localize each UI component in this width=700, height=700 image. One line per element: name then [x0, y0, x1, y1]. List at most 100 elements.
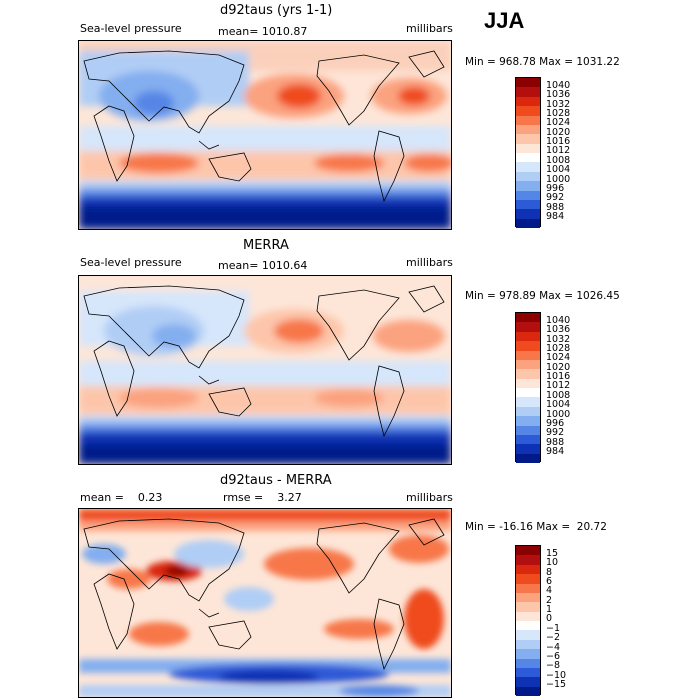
colorbar-swatch — [516, 667, 540, 678]
colorbar-tick-label: −6 — [546, 651, 561, 662]
colorbar-tick-label: 1012 — [546, 145, 571, 156]
colorbar-swatch — [516, 331, 540, 342]
colorbar-tick-label: 1028 — [546, 343, 571, 354]
colorbar-tick-label: 4 — [546, 585, 553, 596]
panel-3-minmax: Min = -16.16 Max = 20.72 — [465, 521, 607, 533]
colorbar-swatch — [516, 341, 540, 351]
colorbar-swatch — [516, 369, 540, 379]
panel-2-colorbar — [515, 312, 541, 463]
colorbar-swatch — [516, 677, 540, 687]
colorbar-swatch — [516, 592, 540, 603]
panel-3-map — [78, 508, 452, 698]
colorbar-swatch — [516, 434, 540, 445]
colorbar-tick-label: 1020 — [546, 127, 571, 138]
colorbar-swatch — [516, 546, 540, 556]
colorbar-swatch — [516, 115, 540, 125]
colorbar-swatch — [516, 106, 540, 116]
panel-3-units-label: millibars — [406, 491, 453, 504]
colorbar-tick-label: 1004 — [546, 164, 571, 175]
colorbar-tick-label: 10 — [546, 557, 559, 568]
colorbar-swatch — [516, 78, 540, 88]
colorbar-tick-label: 8 — [546, 567, 553, 578]
colorbar-swatch — [516, 162, 540, 172]
colorbar-tick-label: 15 — [546, 548, 559, 559]
colorbar-tick-label: 1040 — [546, 315, 571, 326]
colorbar-tick-label: 996 — [546, 183, 565, 194]
colorbar-swatch — [516, 583, 540, 593]
colorbar-tick-label: 1008 — [546, 155, 571, 166]
colorbar-tick-label: 1020 — [546, 362, 571, 373]
panel-1-minmax: Min = 968.78 Max = 1031.22 — [465, 56, 620, 68]
colorbar-tick-label: 992 — [546, 192, 565, 203]
colorbar-tick-label: 992 — [546, 427, 565, 438]
panel-2-units-label: millibars — [406, 256, 453, 269]
colorbar-tick-label: 1012 — [546, 380, 571, 391]
colorbar-swatch — [516, 322, 540, 332]
colorbar-tick-label: 2 — [546, 595, 553, 606]
colorbar-swatch — [516, 397, 540, 407]
colorbar-swatch — [516, 416, 540, 426]
colorbar-swatch — [516, 171, 540, 182]
panel-2-mean-label: mean= 1010.64 — [218, 259, 308, 272]
colorbar-swatch — [516, 218, 540, 228]
season-label: JJA — [484, 8, 525, 33]
colorbar-swatch — [516, 199, 540, 210]
colorbar-tick-label: 1016 — [546, 136, 571, 147]
colorbar-swatch — [516, 378, 540, 388]
colorbar-swatch — [516, 611, 540, 621]
colorbar-tick-label: 1036 — [546, 89, 571, 100]
colorbar-swatch — [516, 406, 540, 417]
colorbar-tick-label: 1024 — [546, 352, 571, 363]
colorbar-swatch — [516, 602, 540, 612]
panel-1-title: d92taus (yrs 1-1) — [220, 3, 333, 18]
colorbar-swatch — [516, 359, 540, 370]
colorbar-tick-label: 1008 — [546, 390, 571, 401]
colorbar-swatch — [516, 649, 540, 659]
panel-1-map — [78, 40, 452, 230]
colorbar-tick-label: 1016 — [546, 371, 571, 382]
colorbar-swatch — [516, 350, 540, 360]
colorbar-swatch — [516, 686, 540, 696]
colorbar-swatch — [516, 209, 540, 219]
colorbar-tick-label: 0 — [546, 613, 553, 624]
colorbar-swatch — [516, 453, 540, 463]
colorbar-tick-label: −2 — [546, 632, 561, 643]
colorbar-tick-label: 996 — [546, 418, 565, 429]
colorbar-swatch — [516, 425, 540, 435]
colorbar-swatch — [516, 555, 540, 565]
colorbar-swatch — [516, 87, 540, 97]
panel-2-map — [78, 275, 452, 465]
colorbar-swatch — [516, 574, 540, 584]
colorbar-tick-label: 1036 — [546, 324, 571, 335]
colorbar-tick-label: 1000 — [546, 409, 571, 420]
colorbar-swatch — [516, 564, 540, 575]
colorbar-tick-label: 1028 — [546, 108, 571, 119]
colorbar-swatch — [516, 621, 540, 631]
panel-1-variable-label: Sea-level pressure — [80, 22, 182, 35]
panel-1-mean-label: mean= 1010.87 — [218, 25, 308, 38]
panel-3-colorbar — [515, 545, 541, 696]
colorbar-tick-label: 1000 — [546, 174, 571, 185]
panel-3-mean-label: mean = 0.23 — [80, 491, 163, 504]
colorbar-swatch — [516, 181, 540, 191]
colorbar-swatch — [516, 444, 540, 454]
colorbar-tick-label: 984 — [546, 211, 565, 222]
colorbar-tick-label: 988 — [546, 437, 565, 448]
colorbar-swatch — [516, 190, 540, 200]
panel-1-units-label: millibars — [406, 22, 453, 35]
panel-2-minmax: Min = 978.89 Max = 1026.45 — [465, 290, 620, 302]
panel-2-title: MERRA — [243, 238, 289, 253]
panel-1-colorbar — [515, 77, 541, 228]
colorbar-tick-label: 988 — [546, 202, 565, 213]
colorbar-tick-label: 1032 — [546, 334, 571, 345]
colorbar-swatch — [516, 313, 540, 323]
colorbar-tick-label: −8 — [546, 660, 561, 671]
colorbar-swatch — [516, 96, 540, 107]
colorbar-tick-label: 6 — [546, 576, 553, 587]
colorbar-tick-label: 1 — [546, 604, 553, 615]
colorbar-swatch — [516, 143, 540, 153]
colorbar-tick-label: 1024 — [546, 117, 571, 128]
colorbar-swatch — [516, 153, 540, 163]
colorbar-tick-label: 1004 — [546, 399, 571, 410]
colorbar-swatch — [516, 639, 540, 650]
